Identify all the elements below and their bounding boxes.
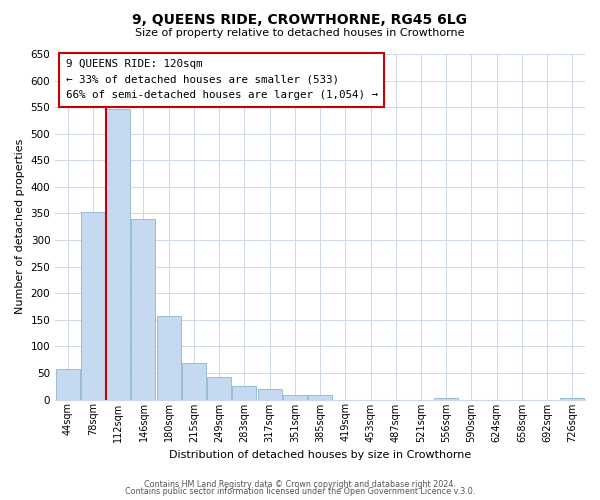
- Bar: [56, 369, 80, 400]
- Bar: [207, 377, 231, 400]
- Bar: [232, 386, 256, 400]
- Bar: [131, 219, 155, 400]
- Bar: [283, 396, 307, 400]
- Bar: [560, 398, 584, 400]
- Text: 9, QUEENS RIDE, CROWTHORNE, RG45 6LG: 9, QUEENS RIDE, CROWTHORNE, RG45 6LG: [133, 12, 467, 26]
- Text: Contains public sector information licensed under the Open Government Licence v.: Contains public sector information licen…: [125, 488, 475, 496]
- Bar: [308, 396, 332, 400]
- Text: Contains HM Land Registry data © Crown copyright and database right 2024.: Contains HM Land Registry data © Crown c…: [144, 480, 456, 489]
- Bar: [106, 109, 130, 400]
- Text: Size of property relative to detached houses in Crowthorne: Size of property relative to detached ho…: [135, 28, 465, 38]
- X-axis label: Distribution of detached houses by size in Crowthorne: Distribution of detached houses by size …: [169, 450, 471, 460]
- Bar: [257, 389, 281, 400]
- Y-axis label: Number of detached properties: Number of detached properties: [15, 139, 25, 314]
- Bar: [157, 316, 181, 400]
- Bar: [182, 364, 206, 400]
- Text: 9 QUEENS RIDE: 120sqm
← 33% of detached houses are smaller (533)
66% of semi-det: 9 QUEENS RIDE: 120sqm ← 33% of detached …: [66, 59, 378, 100]
- Bar: [434, 398, 458, 400]
- Bar: [81, 212, 105, 400]
